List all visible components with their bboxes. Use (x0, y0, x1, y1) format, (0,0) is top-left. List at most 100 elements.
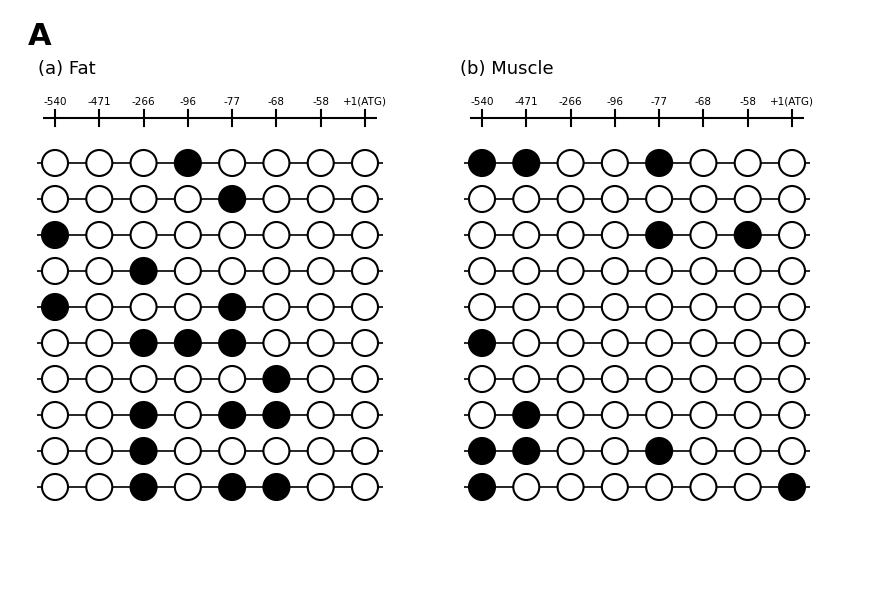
Circle shape (469, 474, 495, 500)
Circle shape (513, 474, 540, 500)
Circle shape (557, 366, 583, 392)
Circle shape (469, 438, 495, 464)
Text: -540: -540 (43, 97, 67, 107)
Circle shape (779, 294, 805, 320)
Circle shape (557, 294, 583, 320)
Text: (b) Muscle: (b) Muscle (460, 60, 554, 78)
Circle shape (690, 366, 717, 392)
Circle shape (602, 438, 628, 464)
Circle shape (131, 186, 157, 212)
Circle shape (690, 186, 717, 212)
Circle shape (646, 150, 672, 176)
Circle shape (352, 474, 378, 500)
Circle shape (469, 330, 495, 356)
Circle shape (307, 438, 334, 464)
Text: -266: -266 (559, 97, 583, 107)
Circle shape (735, 366, 760, 392)
Circle shape (42, 402, 68, 428)
Circle shape (42, 438, 68, 464)
Circle shape (779, 186, 805, 212)
Circle shape (219, 150, 245, 176)
Circle shape (557, 258, 583, 284)
Circle shape (86, 330, 112, 356)
Circle shape (264, 402, 289, 428)
Circle shape (175, 294, 201, 320)
Circle shape (131, 258, 157, 284)
Circle shape (131, 474, 157, 500)
Circle shape (469, 258, 495, 284)
Circle shape (779, 150, 805, 176)
Circle shape (557, 186, 583, 212)
Circle shape (513, 366, 540, 392)
Circle shape (175, 402, 201, 428)
Circle shape (352, 150, 378, 176)
Circle shape (219, 258, 245, 284)
Circle shape (602, 402, 628, 428)
Circle shape (131, 438, 157, 464)
Circle shape (602, 222, 628, 248)
Circle shape (735, 186, 760, 212)
Circle shape (557, 330, 583, 356)
Circle shape (469, 186, 495, 212)
Circle shape (86, 258, 112, 284)
Text: -68: -68 (268, 97, 285, 107)
Circle shape (646, 474, 672, 500)
Text: -471: -471 (514, 97, 538, 107)
Circle shape (779, 330, 805, 356)
Circle shape (307, 330, 334, 356)
Circle shape (175, 438, 201, 464)
Text: A: A (28, 22, 52, 51)
Circle shape (735, 222, 760, 248)
Circle shape (690, 402, 717, 428)
Circle shape (175, 330, 201, 356)
Circle shape (779, 438, 805, 464)
Circle shape (42, 258, 68, 284)
Circle shape (646, 294, 672, 320)
Circle shape (557, 150, 583, 176)
Circle shape (602, 474, 628, 500)
Circle shape (307, 222, 334, 248)
Circle shape (513, 150, 540, 176)
Text: -77: -77 (223, 97, 241, 107)
Circle shape (646, 402, 672, 428)
Circle shape (175, 186, 201, 212)
Circle shape (219, 402, 245, 428)
Circle shape (264, 438, 289, 464)
Circle shape (602, 330, 628, 356)
Circle shape (735, 438, 760, 464)
Text: +1(ATG): +1(ATG) (770, 97, 814, 107)
Circle shape (513, 258, 540, 284)
Circle shape (307, 474, 334, 500)
Circle shape (779, 402, 805, 428)
Circle shape (602, 366, 628, 392)
Circle shape (307, 402, 334, 428)
Circle shape (175, 222, 201, 248)
Circle shape (352, 294, 378, 320)
Circle shape (646, 222, 672, 248)
Circle shape (690, 474, 717, 500)
Circle shape (352, 366, 378, 392)
Circle shape (646, 186, 672, 212)
Circle shape (513, 438, 540, 464)
Circle shape (264, 294, 289, 320)
Circle shape (690, 150, 717, 176)
Text: -58: -58 (312, 97, 329, 107)
Text: -540: -540 (470, 97, 494, 107)
Text: -68: -68 (695, 97, 712, 107)
Circle shape (779, 258, 805, 284)
Circle shape (219, 366, 245, 392)
Circle shape (42, 294, 68, 320)
Circle shape (779, 222, 805, 248)
Circle shape (557, 474, 583, 500)
Circle shape (86, 150, 112, 176)
Circle shape (86, 438, 112, 464)
Circle shape (513, 222, 540, 248)
Circle shape (264, 222, 289, 248)
Circle shape (264, 474, 289, 500)
Circle shape (513, 330, 540, 356)
Circle shape (352, 222, 378, 248)
Circle shape (219, 222, 245, 248)
Circle shape (131, 366, 157, 392)
Circle shape (42, 222, 68, 248)
Circle shape (646, 438, 672, 464)
